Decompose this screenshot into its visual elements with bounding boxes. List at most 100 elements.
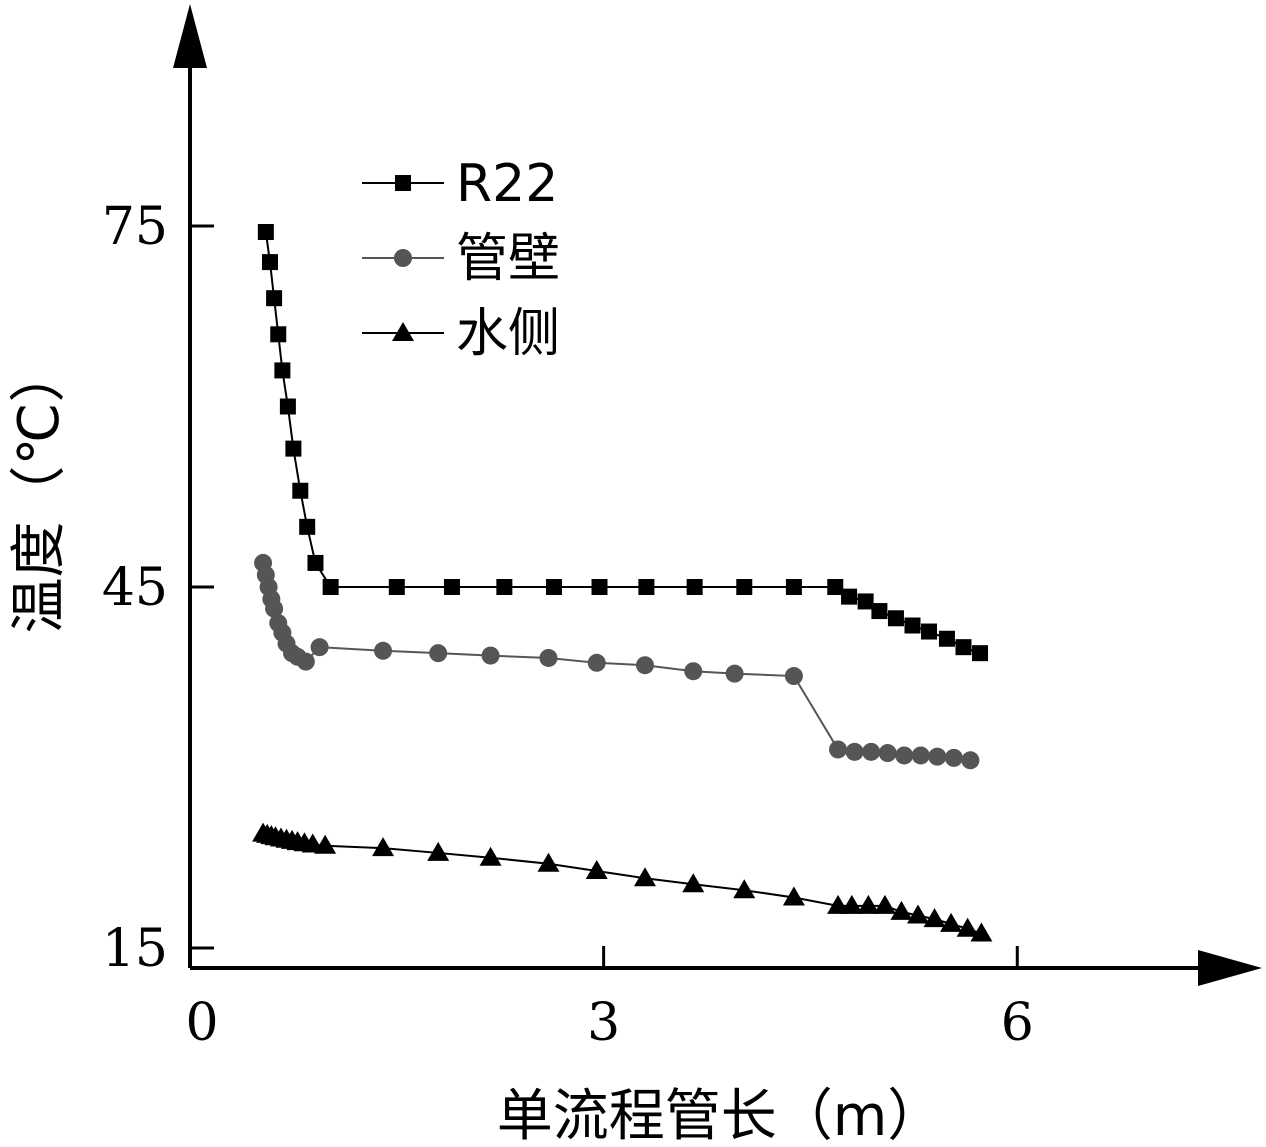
- data-point: [257, 224, 274, 241]
- series-layer: [252, 224, 993, 942]
- y-tick-label: 75: [102, 197, 168, 257]
- data-point: [429, 644, 448, 663]
- legend-item: 管壁: [362, 229, 560, 289]
- data-point: [591, 579, 608, 595]
- series-line: [264, 231, 981, 655]
- data-point: [539, 648, 558, 667]
- legend-marker: [394, 249, 412, 267]
- data-point: [857, 894, 880, 914]
- series-1: [254, 553, 980, 770]
- data-point: [388, 579, 405, 595]
- y-tick-label: 15: [102, 919, 168, 979]
- data-point: [296, 652, 315, 671]
- series-line: [262, 562, 971, 762]
- data-point: [292, 482, 309, 499]
- data-point: [479, 846, 502, 866]
- data-point: [546, 579, 562, 595]
- x-tick-label: 3: [587, 993, 620, 1053]
- data-point: [307, 554, 324, 571]
- data-point: [841, 588, 858, 605]
- data-point: [827, 579, 844, 595]
- data-point: [785, 579, 802, 595]
- series-line: [262, 832, 982, 935]
- data-point: [537, 852, 560, 872]
- data-point: [736, 579, 753, 595]
- y-ticks: 15 45 75: [102, 197, 214, 979]
- data-point: [274, 362, 291, 379]
- data-point: [322, 579, 339, 595]
- y-axis-arrow: [173, 4, 207, 68]
- data-point: [878, 744, 897, 763]
- data-point: [481, 646, 500, 665]
- data-point: [827, 894, 850, 914]
- data-point: [725, 664, 744, 683]
- legend-label: 管壁: [456, 229, 560, 289]
- x-tick-label: 0: [185, 993, 218, 1053]
- data-point: [265, 599, 284, 618]
- data-point: [299, 518, 316, 535]
- data-point: [686, 579, 703, 595]
- y-tick-label: 45: [102, 558, 168, 618]
- data-point: [944, 748, 963, 767]
- data-point: [636, 656, 654, 675]
- data-point: [638, 579, 655, 595]
- data-point: [970, 922, 993, 942]
- data-point: [887, 610, 904, 627]
- legend-item: R22: [362, 154, 558, 214]
- data-point: [266, 290, 283, 307]
- data-point: [585, 859, 608, 879]
- data-point: [285, 440, 302, 457]
- legend-marker: [392, 322, 414, 341]
- data-point: [923, 908, 946, 928]
- data-point: [961, 751, 980, 770]
- data-point: [372, 837, 395, 857]
- x-axis-arrow: [1198, 950, 1262, 986]
- series-2: [252, 822, 993, 942]
- data-point: [840, 894, 863, 914]
- data-point: [845, 742, 864, 761]
- data-point: [873, 894, 896, 914]
- data-point: [871, 603, 888, 620]
- data-point: [314, 834, 337, 854]
- data-point: [279, 398, 296, 415]
- data-point: [928, 747, 947, 766]
- data-point: [443, 579, 460, 595]
- x-tick-label: 6: [1001, 993, 1034, 1053]
- data-point: [782, 886, 805, 906]
- legend-label: 水侧: [456, 304, 560, 364]
- data-point: [310, 638, 329, 657]
- data-point: [496, 579, 513, 595]
- legend-marker: [395, 175, 411, 191]
- x-axis-title: 单流程管长（m）: [497, 1084, 944, 1147]
- data-point: [904, 617, 921, 634]
- data-point: [940, 912, 963, 932]
- data-point: [270, 326, 287, 343]
- legend-item: 水侧: [362, 304, 560, 364]
- data-point: [972, 645, 989, 662]
- data-point: [907, 904, 929, 924]
- data-point: [895, 746, 914, 765]
- data-point: [938, 630, 955, 647]
- data-point: [890, 900, 913, 920]
- data-point: [829, 740, 848, 759]
- data-point: [862, 742, 881, 761]
- data-point: [911, 746, 930, 765]
- axes: [173, 4, 1262, 986]
- y-axis-title: 温度（℃）: [7, 347, 72, 634]
- data-point: [955, 639, 972, 656]
- data-point: [857, 593, 874, 610]
- data-point: [784, 667, 803, 686]
- data-point: [684, 662, 703, 681]
- x-ticks: 0 3 6: [185, 946, 1034, 1053]
- data-point: [261, 254, 278, 271]
- data-point: [921, 623, 938, 640]
- data-point: [374, 641, 393, 660]
- data-point: [634, 867, 656, 887]
- legend-label: R22: [456, 154, 558, 214]
- data-point: [956, 917, 979, 937]
- series-0: [257, 224, 989, 662]
- data-point: [427, 841, 450, 861]
- data-point: [733, 879, 756, 899]
